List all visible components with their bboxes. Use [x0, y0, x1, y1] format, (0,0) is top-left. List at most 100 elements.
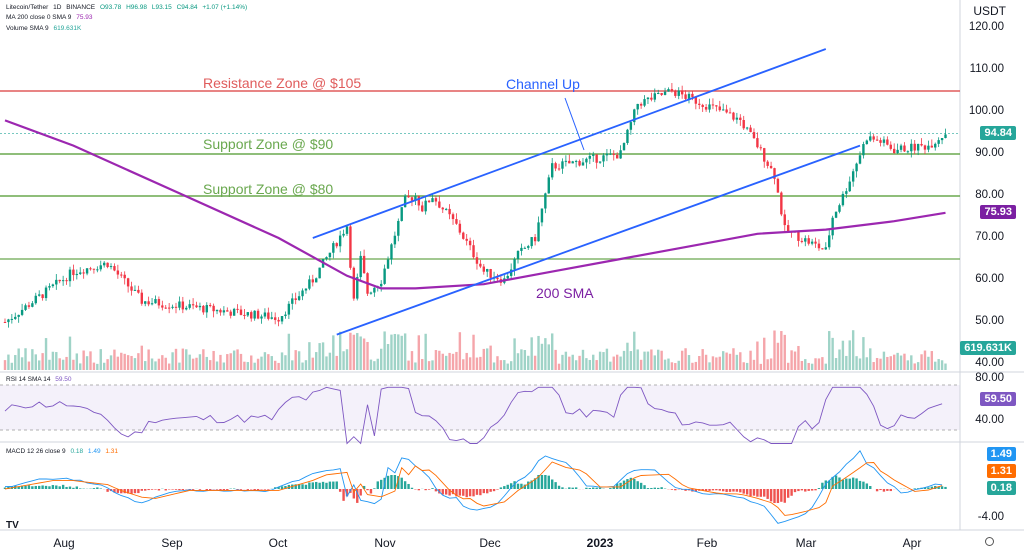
volume-bar — [776, 342, 780, 370]
macd-legend[interactable]: MACD 12 26 close 9 0.18 1.49 1.31 — [6, 448, 121, 455]
candle-body — [421, 205, 424, 212]
candle-body — [609, 153, 612, 155]
macd-label: MACD 12 26 close 9 — [6, 448, 66, 455]
macd-histogram-bar — [99, 488, 102, 489]
macd-histogram-bar — [400, 477, 403, 489]
volume-bar — [554, 349, 557, 370]
candle-body — [913, 143, 916, 151]
candle-body — [489, 269, 492, 278]
macd-histogram-bar — [373, 488, 376, 489]
macd-histogram-bar — [715, 489, 718, 491]
macd-histogram-bar — [793, 489, 797, 493]
macd-histogram-bar — [462, 489, 465, 496]
macd-tick: -4.00 — [977, 511, 1004, 523]
volume-bar — [814, 358, 817, 370]
candle-body — [523, 247, 527, 249]
candle-body — [875, 139, 879, 141]
volume-bar — [667, 358, 670, 370]
volume-bar — [17, 348, 20, 370]
candle-body — [448, 208, 451, 215]
ma200-badge: 75.93 — [980, 205, 1016, 219]
volume-bar — [564, 351, 568, 370]
macd-histogram-bar — [810, 489, 814, 491]
candle-body — [516, 250, 520, 260]
time-label: Oct — [268, 536, 288, 550]
volume-bar — [496, 356, 499, 370]
macd-histogram-bar — [930, 486, 934, 489]
candle-body — [824, 247, 827, 250]
candle-body — [944, 134, 947, 139]
volume-bar — [677, 360, 680, 370]
candle-body — [455, 219, 458, 224]
macd-histogram-bar — [407, 483, 410, 489]
volume-bar — [438, 350, 441, 370]
macd-histogram-bar — [527, 481, 530, 489]
macd-histogram-bar — [752, 489, 756, 496]
macd-histogram-bar — [209, 489, 212, 491]
macd-histogram-bar — [800, 489, 804, 491]
candle-body — [465, 238, 468, 241]
rsi-tick: 80.00 — [975, 372, 1004, 384]
macd-histogram-bar — [684, 489, 687, 491]
candle-body — [920, 143, 923, 146]
macd-histogram-bar — [551, 479, 554, 489]
candle-body — [332, 243, 335, 253]
macd-histogram-bar — [171, 489, 174, 490]
volume-bar — [906, 360, 910, 370]
volume-bar — [222, 362, 226, 370]
volume-bar — [106, 359, 109, 370]
volume-bar — [592, 354, 595, 370]
volume-bar — [68, 336, 72, 370]
volume-bar — [807, 362, 810, 370]
settings-gear-icon[interactable] — [985, 537, 994, 546]
currency-label[interactable]: USDT — [973, 4, 1006, 18]
price-tick: 120.00 — [968, 21, 1004, 33]
tradingview-logo-icon[interactable]: TV — [6, 520, 19, 531]
open-value: O93.78 — [99, 4, 122, 11]
volume-bar — [619, 356, 622, 370]
candle-body — [386, 259, 390, 269]
ma-legend[interactable]: MA 200 close 0 SMA 9 75.93 — [6, 14, 96, 21]
candle-body — [561, 161, 564, 169]
volume-bar — [397, 334, 400, 370]
candle-body — [273, 317, 277, 320]
rsi-tick: 40.00 — [975, 414, 1004, 426]
volume-bar — [229, 353, 232, 370]
candle-body — [828, 235, 831, 248]
volume-bar — [766, 359, 769, 370]
time-label: Sep — [161, 536, 183, 550]
rsi-legend[interactable]: RSI 14 SMA 14 59.50 — [6, 376, 75, 383]
candle-body — [749, 127, 752, 133]
candle-body — [267, 312, 270, 319]
volume-bar — [547, 344, 550, 370]
macd-histogram-bar — [530, 480, 533, 489]
volume-bar — [735, 354, 739, 370]
volume-bar — [232, 350, 236, 370]
volume-bar — [862, 337, 865, 370]
rsi-label: RSI 14 SMA 14 — [6, 376, 51, 383]
macd-histogram-bar — [814, 489, 817, 491]
volume-bar — [940, 360, 944, 370]
volume-bar — [403, 333, 407, 370]
volume-bar — [380, 348, 383, 370]
volume-bar — [417, 335, 421, 370]
macd-histogram-bar — [592, 487, 595, 489]
volume-bar — [800, 360, 804, 370]
candle-body — [174, 306, 178, 308]
volume-bar — [588, 359, 592, 370]
price-tick: 110.00 — [969, 63, 1004, 75]
candle-body — [260, 316, 263, 319]
volume-bar — [633, 331, 636, 370]
volume-legend[interactable]: Volume SMA 9 619.631K — [6, 25, 84, 32]
candle-body — [14, 316, 17, 319]
macd-v1: 0.18 — [70, 448, 84, 455]
volume-bar — [373, 361, 376, 370]
candle-body — [362, 255, 366, 274]
volume-bar — [137, 353, 140, 370]
macd-histogram-bar — [178, 489, 181, 491]
macd-histogram-bar — [544, 475, 547, 489]
candle-body — [345, 226, 349, 234]
volume-bar — [178, 362, 181, 370]
macd-histogram-bar — [130, 489, 133, 494]
candle-body — [869, 136, 872, 141]
